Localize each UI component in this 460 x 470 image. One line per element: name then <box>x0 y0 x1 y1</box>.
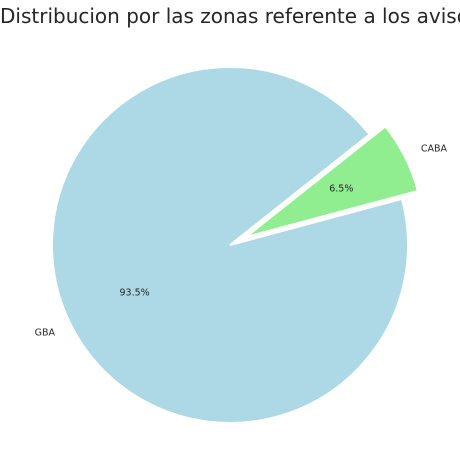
pie-slice-caba <box>245 125 420 238</box>
chart-title: Distribucion por las zonas referente a l… <box>0 4 460 28</box>
percent-label-caba: 6.5% <box>329 184 353 195</box>
percent-label-gba: 93.5% <box>119 287 149 298</box>
slice-label-gba: GBA <box>35 327 56 338</box>
pie-slice-gba <box>51 66 409 424</box>
slice-label-caba: CABA <box>421 144 448 155</box>
